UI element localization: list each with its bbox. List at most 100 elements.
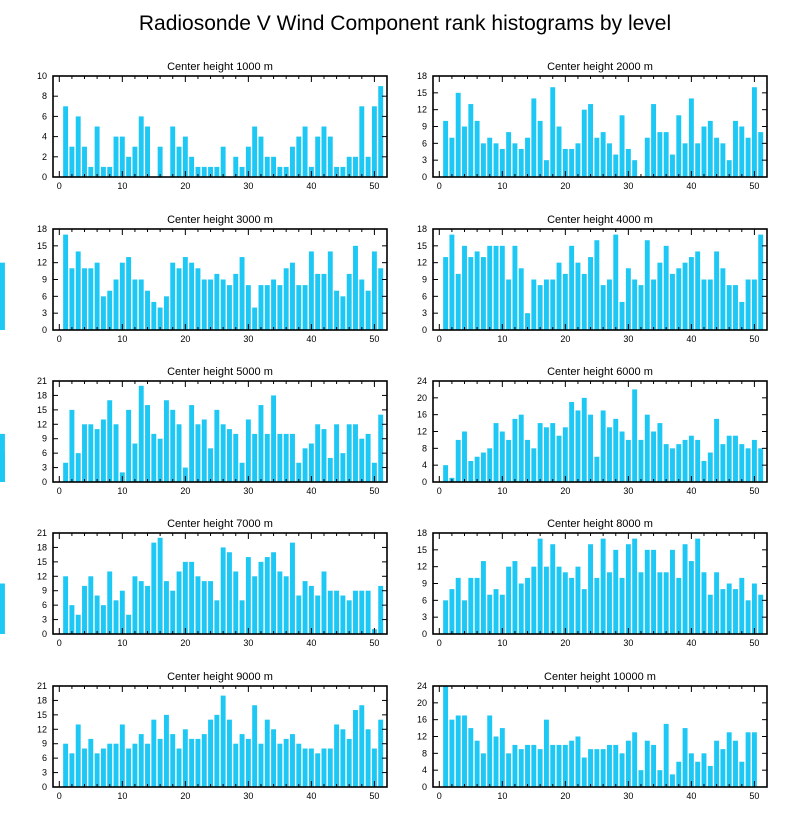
histogram-bar bbox=[607, 744, 612, 787]
histogram-bar bbox=[113, 424, 119, 482]
histogram-bar bbox=[701, 279, 707, 330]
histogram-bar bbox=[189, 262, 195, 330]
histogram-bar bbox=[588, 749, 594, 788]
histogram-bar bbox=[480, 753, 486, 787]
histogram-bar bbox=[277, 166, 283, 177]
histogram-bar bbox=[327, 590, 333, 634]
histogram-bar bbox=[625, 148, 631, 177]
histogram-bar bbox=[113, 136, 119, 177]
histogram-bar bbox=[714, 137, 720, 177]
histogram-bar bbox=[151, 301, 157, 330]
y-tick-label: 9 bbox=[42, 275, 47, 285]
histogram-bar bbox=[720, 444, 726, 483]
histogram-bar bbox=[525, 577, 530, 634]
y-tick-label: 12 bbox=[417, 105, 427, 115]
y-tick-label: 0 bbox=[42, 477, 47, 487]
histogram-bar bbox=[525, 313, 530, 330]
histogram-bar bbox=[365, 433, 371, 482]
histogram-bar bbox=[613, 744, 619, 787]
histogram-bar bbox=[695, 761, 701, 787]
histogram-bar bbox=[506, 132, 512, 177]
histogram-bar bbox=[670, 774, 675, 788]
x-tick-label: 0 bbox=[437, 791, 442, 801]
histogram-bar bbox=[569, 402, 575, 482]
histogram-bar bbox=[695, 538, 701, 634]
histogram-bar bbox=[157, 537, 163, 634]
histogram-bar bbox=[607, 427, 612, 482]
histogram-bar bbox=[474, 740, 480, 787]
histogram-bar bbox=[258, 561, 264, 634]
histogram-bar bbox=[290, 262, 295, 330]
histogram-bar bbox=[613, 418, 619, 483]
histogram-bar bbox=[462, 245, 467, 330]
histogram-bar bbox=[644, 414, 650, 482]
histogram-bar bbox=[277, 571, 283, 634]
histogram-bar bbox=[619, 431, 625, 482]
y-tick-label: 18 bbox=[417, 224, 427, 234]
histogram-bar bbox=[594, 456, 600, 482]
y-tick-label: 12 bbox=[37, 571, 47, 581]
histogram-bar bbox=[208, 279, 214, 330]
x-tick-label: 20 bbox=[180, 486, 190, 496]
histogram-bar bbox=[562, 273, 568, 330]
histogram-bar bbox=[499, 594, 505, 634]
y-tick-label: 18 bbox=[37, 542, 47, 552]
histogram-bar bbox=[378, 414, 384, 482]
x-tick-label: 30 bbox=[243, 334, 253, 344]
x-tick-label: 10 bbox=[497, 791, 507, 801]
x-tick-label: 0 bbox=[437, 181, 442, 191]
histogram-bar bbox=[132, 146, 138, 177]
histogram-bar bbox=[714, 418, 720, 483]
histogram-bar bbox=[651, 744, 657, 787]
histogram-bar bbox=[308, 585, 314, 634]
histogram-bar bbox=[170, 590, 176, 634]
panel-title: Center height 4000 m bbox=[547, 214, 653, 226]
plot-frame bbox=[432, 380, 768, 483]
histogram-bar bbox=[758, 132, 764, 177]
histogram-bar bbox=[480, 257, 486, 330]
histogram-bar bbox=[88, 166, 94, 177]
plot-frame bbox=[432, 532, 768, 635]
histogram-bar bbox=[543, 279, 549, 330]
histogram-bar bbox=[550, 87, 556, 177]
histogram-bar bbox=[220, 424, 226, 482]
histogram-bar bbox=[340, 453, 346, 482]
histogram-bar bbox=[575, 262, 581, 330]
y-tick-label: 15 bbox=[417, 88, 427, 98]
histogram-bar bbox=[170, 734, 176, 787]
histogram-bar bbox=[600, 538, 606, 634]
histogram-bar bbox=[556, 435, 562, 482]
histogram-bar bbox=[525, 439, 530, 482]
histogram-bar bbox=[512, 561, 518, 634]
histogram-bar bbox=[670, 448, 675, 482]
histogram-bar bbox=[663, 132, 669, 177]
histogram-bar bbox=[462, 600, 467, 634]
histogram-bar bbox=[145, 290, 150, 330]
histogram-bar bbox=[506, 439, 512, 482]
histogram-bar bbox=[613, 549, 619, 634]
histogram-panel: Center height 2000 m 0 3 6 9 12 15 18 0 10 20 30 40 5… bbox=[417, 61, 768, 191]
histogram-bar bbox=[208, 166, 214, 177]
histogram-bar bbox=[619, 577, 625, 634]
histogram-bar bbox=[468, 728, 474, 787]
x-tick-label: 10 bbox=[497, 486, 507, 496]
histogram-bar bbox=[493, 736, 499, 787]
histogram-bar bbox=[315, 424, 321, 482]
histogram-bar bbox=[657, 132, 663, 177]
histogram-bar bbox=[107, 400, 113, 482]
histogram-bar bbox=[176, 571, 182, 634]
y-tick-label: 15 bbox=[417, 241, 427, 251]
histogram-bar bbox=[176, 424, 182, 482]
y-tick-label: 0 bbox=[422, 477, 427, 487]
histogram-bar bbox=[82, 585, 87, 634]
x-tick-label: 30 bbox=[623, 486, 633, 496]
histogram-bar bbox=[499, 245, 505, 330]
histogram-bar bbox=[245, 738, 251, 787]
histogram-bar bbox=[75, 724, 81, 787]
histogram-bar bbox=[163, 714, 169, 787]
histogram-bar bbox=[157, 146, 163, 177]
histogram-bar bbox=[600, 132, 606, 177]
histogram-bar bbox=[126, 156, 132, 177]
y-tick-label: 6 bbox=[422, 291, 427, 301]
